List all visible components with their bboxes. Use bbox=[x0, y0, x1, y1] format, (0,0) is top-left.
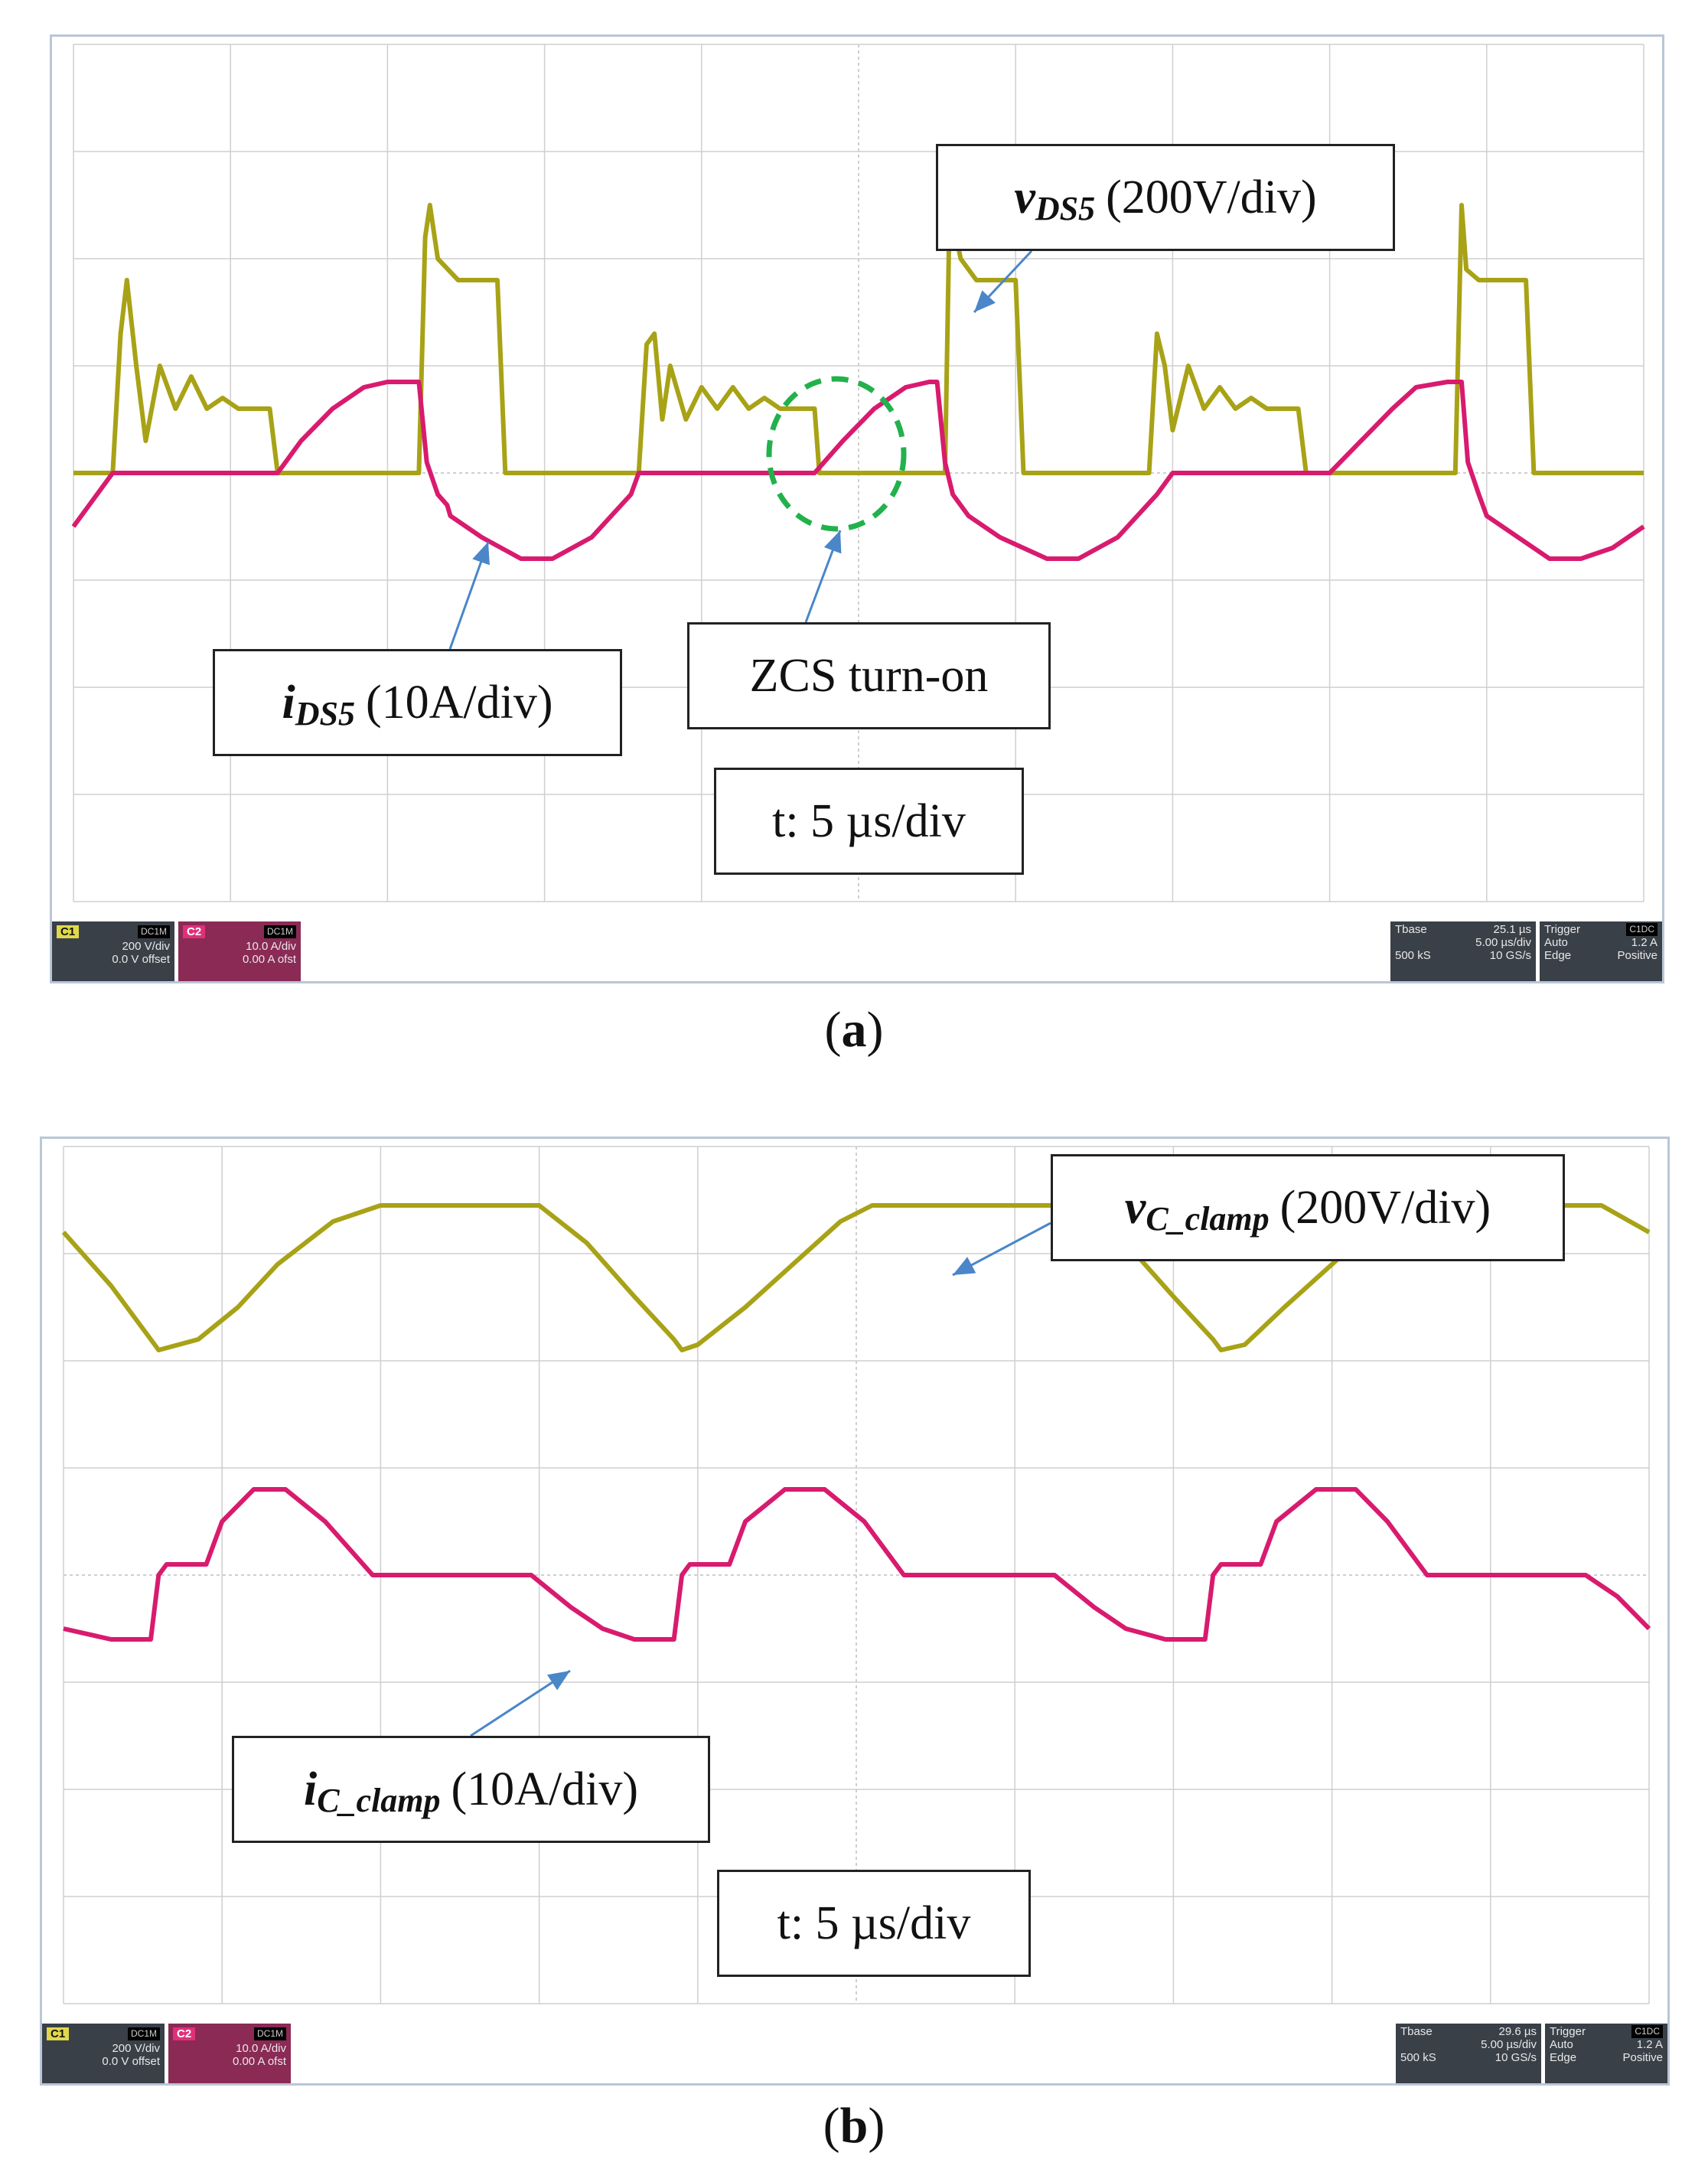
series-line-1 bbox=[73, 203, 1644, 475]
zcs-turn-on-label: ZCS turn-on bbox=[687, 622, 1051, 729]
zcs-arrow-head bbox=[823, 530, 842, 554]
trigger-status: Trigger C1DC Auto 1.2 A Edge Positive bbox=[1545, 2024, 1667, 2083]
ids5-arrow-head bbox=[472, 542, 490, 566]
vc-clamp-arrow-head bbox=[953, 1257, 976, 1275]
channel2-status: C2 DC1M 10.0 A/div 0.00 A ofst bbox=[178, 921, 301, 981]
timebase-label-b: t: 5 µs/div bbox=[717, 1870, 1031, 1977]
scope-screen-b: v C_clamp (200V/div) i C_clamp (10A/div) t: … bbox=[40, 1137, 1670, 2086]
channel1-status: C1 DC1M 200 V/div 0.0 V offset bbox=[42, 2024, 165, 2083]
channel2-status: C2 DC1M 10.0 A/div 0.00 A ofst bbox=[168, 2024, 291, 2083]
timebase-status: Tbase 29.6 µs 5.00 µs/div 500 kS 10 GS/s bbox=[1396, 2024, 1541, 2083]
caption-b: (b) bbox=[823, 2098, 885, 2154]
waveform-plot-b bbox=[61, 1146, 1651, 2004]
vc-clamp-label: v C_clamp (200V/div) bbox=[1051, 1154, 1565, 1261]
caption-a: (a) bbox=[824, 1002, 884, 1058]
timebase-label-a: t: 5 µs/div bbox=[714, 768, 1024, 875]
panel-a: v DS5 (200V/div) i DS5 (10A/div) ZCS turn-on… bbox=[50, 34, 1664, 1058]
ids5-label: i DS5 (10A/div) bbox=[213, 649, 622, 756]
ic-clamp-arrow-head bbox=[546, 1671, 570, 1691]
scope-status-bar-b: C1 DC1M 200 V/div 0.0 V offset C2 DC1M 10.… bbox=[42, 2024, 1667, 2083]
channel1-status: C1 DC1M 200 V/div 0.0 V offset bbox=[52, 921, 174, 981]
series-line-2 bbox=[71, 380, 1645, 561]
vds5-label: v DS5 (200V/div) bbox=[936, 144, 1395, 251]
series-line-2 bbox=[63, 1487, 1651, 1642]
scope-screen-a: v DS5 (200V/div) i DS5 (10A/div) ZCS turn-on… bbox=[50, 34, 1664, 983]
zcs-highlight-circle bbox=[766, 376, 907, 532]
panel-b: v C_clamp (200V/div) i C_clamp (10A/div) t: … bbox=[0, 1102, 1708, 2182]
scope-status-bar-a: C1 DC1M 200 V/div 0.0 V offset C2 DC1M 10.… bbox=[52, 921, 1662, 981]
ic-clamp-label: i C_clamp (10A/div) bbox=[232, 1736, 710, 1843]
vds5-arrow-head bbox=[974, 290, 996, 312]
timebase-status: Tbase 25.1 µs 5.00 µs/div 500 kS 10 GS/s bbox=[1390, 921, 1536, 981]
trigger-status: Trigger C1DC Auto 1.2 A Edge Positive bbox=[1540, 921, 1662, 981]
series-line-1 bbox=[61, 1203, 1651, 1352]
